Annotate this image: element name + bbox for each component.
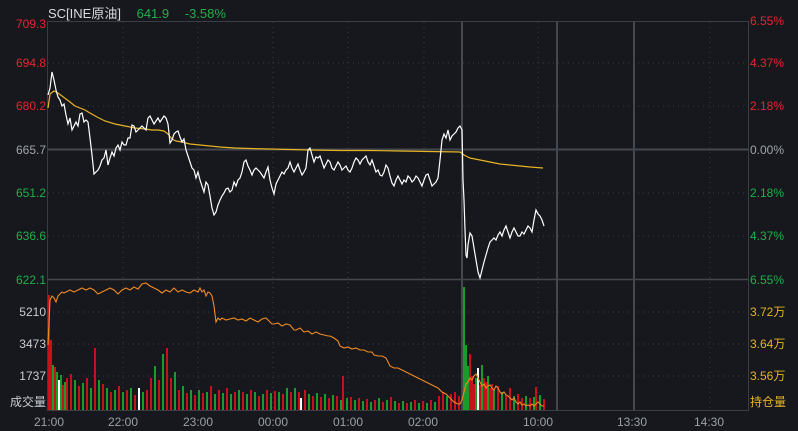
oi-tick: 3.72万 [750, 305, 786, 319]
time-tick: 00:00 [257, 415, 289, 429]
price-tick-left: 636.6 [15, 229, 46, 243]
price-line [47, 71, 545, 281]
pct-tick-right: 6.55% [750, 273, 785, 287]
price-tick-left: 694.8 [15, 56, 46, 70]
pct-tick-right: 2.18% [750, 186, 785, 200]
chart-header: SC[INE原油] 641.9 -3.58% [48, 3, 238, 22]
symbol-name: SC[INE原油] [48, 6, 121, 21]
time-tick: 13:30 [616, 415, 648, 429]
oi-tick: 3.56万 [750, 369, 786, 383]
time-tick: 14:30 [693, 415, 725, 429]
price-tick-left: 622.1 [15, 273, 46, 287]
volume-tick: 1737 [19, 369, 46, 383]
time-tick: 22:00 [107, 415, 139, 429]
pct-tick-right: 2.18% [750, 99, 785, 113]
pct-tick-right: 4.37% [750, 229, 785, 243]
last-price: 641.9 [136, 6, 170, 21]
time-tick: 23:00 [182, 415, 214, 429]
avg-price-line [47, 90, 544, 169]
change-percent: -3.58% [184, 6, 226, 21]
price-tick-left: 680.2 [15, 99, 46, 113]
pct-tick-right: 6.55% [750, 14, 785, 28]
price-tick-left: 709.3 [15, 17, 46, 31]
oi-tick: 3.64万 [750, 337, 786, 351]
oi-label: 持仓量 [750, 395, 787, 409]
pct-tick-right: 4.37% [750, 56, 785, 70]
price-tick-left: 651.2 [15, 186, 46, 200]
pct-tick-right: 0.00% [750, 143, 785, 157]
time-tick: 10:00 [522, 415, 554, 429]
open-interest-line [47, 282, 544, 407]
time-tick: 02:00 [407, 415, 439, 429]
volume-label: 成交量 [9, 395, 46, 409]
volume-tick: 5210 [19, 305, 46, 319]
volume-bars [48, 287, 545, 410]
volume-tick: 3473 [19, 337, 46, 351]
time-tick: 21:00 [33, 415, 65, 429]
time-tick: 01:00 [332, 415, 364, 429]
price-tick-left: 665.7 [15, 143, 46, 157]
